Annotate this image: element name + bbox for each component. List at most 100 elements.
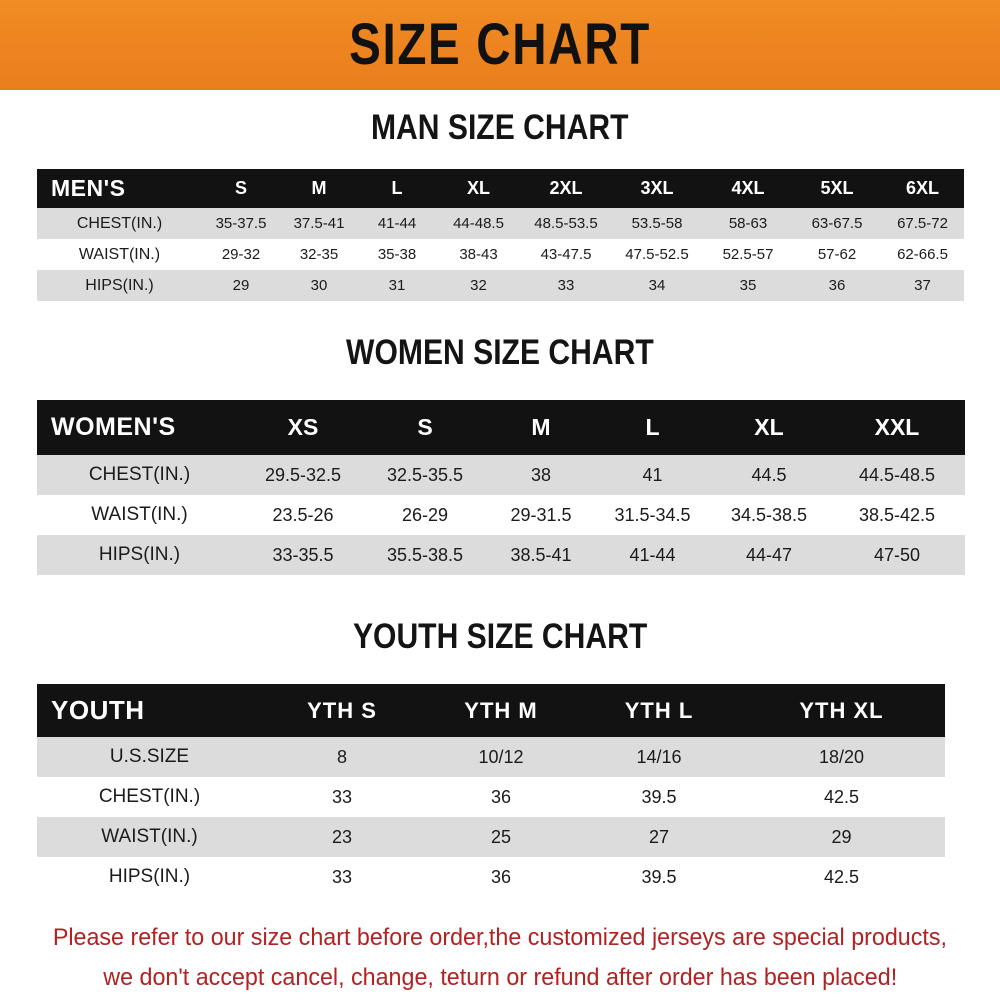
youth-cell: 27 — [580, 817, 738, 857]
table-row: WAIST(IN.) 23.5-26 26-29 29-31.5 31.5-34… — [37, 495, 965, 535]
men-cell: 29 — [202, 270, 280, 301]
women-col-header: M — [486, 400, 596, 455]
women-cell: 29.5-32.5 — [242, 455, 364, 495]
men-cell: 57-62 — [793, 239, 881, 270]
men-cell: 29-32 — [202, 239, 280, 270]
youth-table-header-row: YOUTH YTH S YTH M YTH L YTH XL — [37, 684, 945, 737]
table-row: HIPS(IN.) 33 36 39.5 42.5 — [37, 857, 945, 897]
youth-row-label: U.S.SIZE — [37, 737, 262, 777]
men-row-label: CHEST(IN.) — [37, 208, 202, 239]
men-cell: 62-66.5 — [881, 239, 964, 270]
men-corner-label: MEN'S — [37, 169, 202, 208]
section-title-women: WOMEN SIZE CHART — [0, 333, 1000, 373]
banner-title: SIZE CHART — [349, 12, 651, 77]
men-col-header: M — [280, 169, 358, 208]
men-row-label: WAIST(IN.) — [37, 239, 202, 270]
women-cell: 26-29 — [364, 495, 486, 535]
policy-note: Please refer to our size chart before or… — [0, 918, 1000, 998]
youth-cell: 42.5 — [738, 857, 945, 897]
youth-col-header: YTH S — [262, 684, 422, 737]
youth-corner-label: YOUTH — [37, 684, 262, 737]
men-col-header: L — [358, 169, 436, 208]
men-col-header: S — [202, 169, 280, 208]
men-cell: 35-37.5 — [202, 208, 280, 239]
youth-cell: 36 — [422, 857, 580, 897]
page-banner: SIZE CHART — [0, 0, 1000, 90]
women-row-label: HIPS(IN.) — [37, 535, 242, 575]
women-cell: 38.5-42.5 — [829, 495, 965, 535]
women-cell: 23.5-26 — [242, 495, 364, 535]
youth-row-label: WAIST(IN.) — [37, 817, 262, 857]
men-cell: 43-47.5 — [521, 239, 611, 270]
section-title-youth: YOUTH SIZE CHART — [0, 617, 1000, 657]
men-cell: 36 — [793, 270, 881, 301]
youth-cell: 36 — [422, 777, 580, 817]
youth-row-label: HIPS(IN.) — [37, 857, 262, 897]
youth-cell: 18/20 — [738, 737, 945, 777]
youth-cell: 10/12 — [422, 737, 580, 777]
men-cell: 48.5-53.5 — [521, 208, 611, 239]
youth-cell: 23 — [262, 817, 422, 857]
women-cell: 33-35.5 — [242, 535, 364, 575]
youth-cell: 33 — [262, 857, 422, 897]
women-cell: 44.5-48.5 — [829, 455, 965, 495]
men-cell: 41-44 — [358, 208, 436, 239]
women-size-table: WOMEN'S XS S M L XL XXL CHEST(IN.) 29.5-… — [37, 400, 965, 575]
women-cell: 41 — [596, 455, 709, 495]
youth-cell: 8 — [262, 737, 422, 777]
men-col-header: 2XL — [521, 169, 611, 208]
table-row: HIPS(IN.) 33-35.5 35.5-38.5 38.5-41 41-4… — [37, 535, 965, 575]
men-cell: 38-43 — [436, 239, 521, 270]
men-size-table: MEN'S S M L XL 2XL 3XL 4XL 5XL 6XL CHEST… — [37, 169, 964, 301]
men-cell: 44-48.5 — [436, 208, 521, 239]
men-cell: 67.5-72 — [881, 208, 964, 239]
men-col-header: XL — [436, 169, 521, 208]
youth-cell: 29 — [738, 817, 945, 857]
women-table-header-row: WOMEN'S XS S M L XL XXL — [37, 400, 965, 455]
men-col-header: 4XL — [703, 169, 793, 208]
youth-cell: 14/16 — [580, 737, 738, 777]
men-cell: 32 — [436, 270, 521, 301]
policy-note-line-1: Please refer to our size chart before or… — [52, 924, 948, 951]
men-col-header: 3XL — [611, 169, 703, 208]
women-col-header: XL — [709, 400, 829, 455]
youth-cell: 25 — [422, 817, 580, 857]
men-cell: 58-63 — [703, 208, 793, 239]
women-cell: 44.5 — [709, 455, 829, 495]
men-cell: 52.5-57 — [703, 239, 793, 270]
men-cell: 33 — [521, 270, 611, 301]
section-title-women-text: WOMEN SIZE CHART — [346, 333, 654, 372]
youth-col-header: YTH XL — [738, 684, 945, 737]
men-cell: 34 — [611, 270, 703, 301]
youth-col-header: YTH M — [422, 684, 580, 737]
men-cell: 35-38 — [358, 239, 436, 270]
women-cell: 31.5-34.5 — [596, 495, 709, 535]
table-row: WAIST(IN.) 23 25 27 29 — [37, 817, 945, 857]
section-title-youth-text: YOUTH SIZE CHART — [352, 617, 648, 656]
table-row: HIPS(IN.) 29 30 31 32 33 34 35 36 37 — [37, 270, 964, 301]
women-cell: 38 — [486, 455, 596, 495]
women-cell: 34.5-38.5 — [709, 495, 829, 535]
men-col-header: 6XL — [881, 169, 964, 208]
men-cell: 32-35 — [280, 239, 358, 270]
men-cell: 53.5-58 — [611, 208, 703, 239]
women-cell: 32.5-35.5 — [364, 455, 486, 495]
women-col-header: XS — [242, 400, 364, 455]
section-title-man-text: MAN SIZE CHART — [371, 108, 629, 147]
women-corner-label: WOMEN'S — [37, 400, 242, 455]
table-row: U.S.SIZE 8 10/12 14/16 18/20 — [37, 737, 945, 777]
women-col-header: XXL — [829, 400, 965, 455]
youth-row-label: CHEST(IN.) — [37, 777, 262, 817]
men-table-header-row: MEN'S S M L XL 2XL 3XL 4XL 5XL 6XL — [37, 169, 964, 208]
women-cell: 29-31.5 — [486, 495, 596, 535]
men-cell: 31 — [358, 270, 436, 301]
table-row: WAIST(IN.) 29-32 32-35 35-38 38-43 43-47… — [37, 239, 964, 270]
women-row-label: WAIST(IN.) — [37, 495, 242, 535]
men-cell: 37.5-41 — [280, 208, 358, 239]
women-cell: 41-44 — [596, 535, 709, 575]
youth-size-table: YOUTH YTH S YTH M YTH L YTH XL U.S.SIZE … — [37, 684, 945, 897]
table-row: CHEST(IN.) 29.5-32.5 32.5-35.5 38 41 44.… — [37, 455, 965, 495]
women-cell: 47-50 — [829, 535, 965, 575]
men-cell: 37 — [881, 270, 964, 301]
